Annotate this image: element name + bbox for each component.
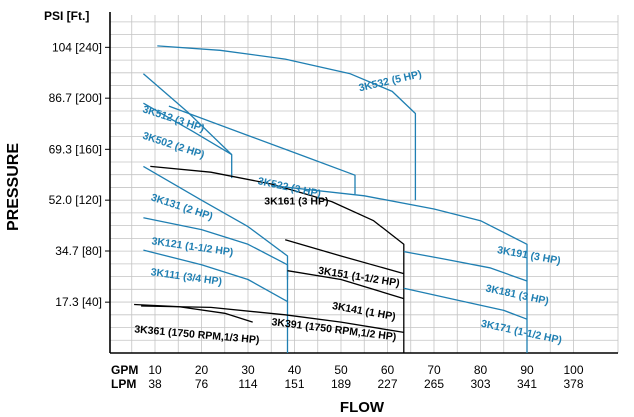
series-line-3k111-3-4-hp	[143, 249, 288, 303]
x-tick-label-gpm: 20	[195, 363, 209, 377]
series-line-3k131-2-hp	[143, 165, 289, 353]
series-line-3k502-2-hp	[143, 102, 233, 156]
lpm-row-label: LPM	[111, 377, 136, 391]
tick-labels: 17.3 [40] 34.7 [80] 52.0 [120] 69.3 [160] 86…	[49, 40, 584, 391]
x-tick-label-gpm: 70	[427, 363, 441, 377]
series-line-3k171-1-1-2-hp	[403, 287, 528, 320]
series-label-3k161-3-hp: 3K161 (3 HP)	[264, 196, 328, 208]
grid	[110, 15, 619, 353]
x-tick-label-lpm: 303	[470, 377, 490, 391]
x-tick-label-lpm: 151	[284, 377, 304, 391]
x-tick-label-lpm: 227	[377, 377, 397, 391]
x-tick-label-lpm: 341	[517, 377, 537, 391]
x-tick-label-gpm: 10	[148, 363, 162, 377]
x-tick-label-gpm: 50	[334, 363, 348, 377]
series-line-3k522-3-hp	[168, 105, 356, 195]
x-tick-label-lpm: 114	[238, 377, 257, 391]
x-tick-label-lpm: 76	[195, 377, 209, 391]
x-tick-label-gpm: 40	[288, 363, 302, 377]
y-tick-label: 52.0 [120]	[49, 193, 102, 207]
series-line-3k141-1-hp	[287, 270, 404, 300]
series-line-3k151-1-1-2-hp	[285, 239, 404, 275]
gpm-row-label: GPM	[111, 363, 138, 377]
x-tick-label-gpm: 90	[520, 363, 534, 377]
series-line-3k161-3-hp	[150, 165, 405, 353]
series-line-3k361-1750-rpm-1-3-hp	[134, 303, 253, 323]
x-tick-label-gpm: 30	[241, 363, 255, 377]
series-line-3k191-3-hp	[271, 184, 528, 353]
axes	[105, 12, 618, 354]
y-tick-label: 17.3 [40]	[55, 295, 102, 309]
series-line-3k391-1750-rpm-1-2-hp	[141, 305, 404, 334]
y-tick-label: 69.3 [160]	[49, 142, 102, 156]
series-line-3k181-3-hp	[403, 250, 528, 282]
series-line-3k121-1-1-2-hp	[143, 217, 289, 280]
y-tick-label: 104 [240]	[52, 40, 102, 54]
y-tick-label: 86.7 [200]	[49, 91, 102, 105]
x-axis-title: FLOW	[340, 399, 385, 416]
x-tick-label-gpm: 100	[563, 363, 583, 377]
x-tick-label-gpm: 60	[381, 363, 395, 377]
x-tick-label-lpm: 189	[331, 377, 351, 391]
x-tick-label-lpm: 265	[424, 377, 444, 391]
series-line-3k512-3-hp	[142, 73, 233, 179]
y-unit-label: PSI [Ft.]	[44, 9, 89, 23]
series-line-3k532-5-hp	[157, 45, 417, 201]
y-tick-label: 34.7 [80]	[55, 244, 102, 258]
x-tick-label-lpm: 38	[148, 377, 162, 391]
x-tick-label-gpm: 80	[474, 363, 488, 377]
y-axis-title: PRESSURE	[5, 143, 22, 231]
x-tick-label-lpm: 378	[563, 377, 583, 391]
series-lines	[134, 45, 528, 353]
